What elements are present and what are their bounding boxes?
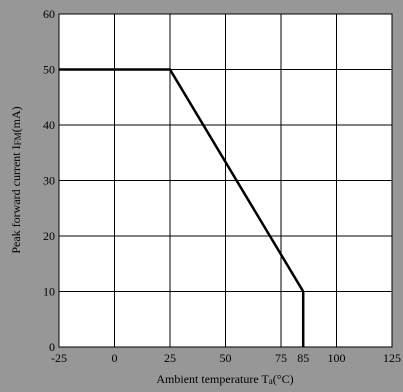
y-tick-label-6: 60 bbox=[43, 7, 55, 21]
x-tick-label-2: 25 bbox=[164, 351, 176, 365]
y-tick-label-4: 40 bbox=[43, 118, 55, 132]
x-tick-label-5: 85 bbox=[297, 351, 309, 365]
series-line-0 bbox=[59, 68, 305, 347]
y-tick-label-1: 10 bbox=[43, 285, 55, 299]
x-tick-label-7: 125 bbox=[383, 351, 401, 365]
y-tick-label-2: 20 bbox=[43, 229, 55, 243]
x-tick-labels: -25 0 25 50 75 85 100 125 bbox=[51, 351, 401, 365]
x-tick-label-1: 0 bbox=[112, 351, 118, 365]
y-tick-label-5: 50 bbox=[43, 63, 55, 77]
x-tick-label-0: -25 bbox=[51, 351, 67, 365]
y-tick-label-0: 0 bbox=[49, 340, 55, 354]
y-tick-labels: 0 10 20 30 40 50 60 bbox=[43, 7, 55, 354]
x-tick-label-4: 75 bbox=[275, 351, 287, 365]
y-axis-label: Peak forward current IFM(mA) bbox=[9, 106, 23, 253]
series-layer bbox=[59, 68, 305, 347]
x-tick-label-3: 50 bbox=[220, 351, 232, 365]
y-tick-label-3: 30 bbox=[43, 174, 55, 188]
x-tick-label-6: 100 bbox=[328, 351, 346, 365]
x-axis-label: Ambient temperature Ta(°C) bbox=[156, 372, 293, 386]
